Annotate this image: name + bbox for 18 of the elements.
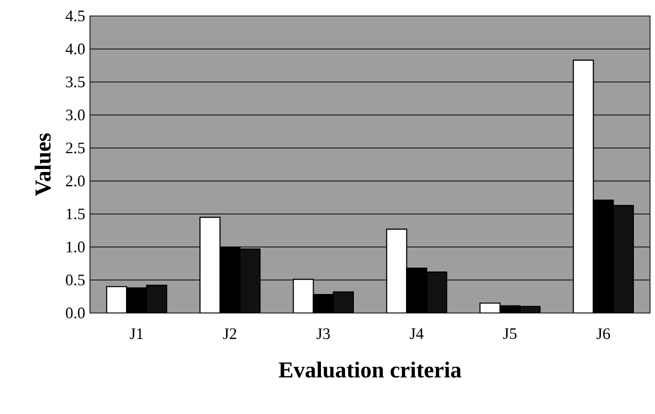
- y-tick-label: 0.5: [66, 274, 85, 286]
- y-axis-title: Values: [34, 133, 51, 196]
- x-tick-label: J6: [596, 328, 610, 340]
- y-tick-label: 2.0: [66, 176, 85, 186]
- x-tick-label: J1: [130, 328, 143, 340]
- x-tick-label: J2: [223, 328, 236, 340]
- y-tick-label: 1.0: [66, 242, 85, 252]
- x-tick-label: J3: [316, 328, 330, 340]
- x-tick-label: J5: [503, 328, 516, 339]
- y-tick-label: 0.0: [66, 308, 85, 318]
- x-axis-title: Evaluation criteria: [278, 362, 462, 378]
- y-tick-label: 1.5: [66, 208, 85, 220]
- y-tick-label: 3.0: [66, 110, 85, 120]
- y-tick-label: 4.0: [66, 44, 85, 54]
- y-tick-label: 4.5: [66, 10, 85, 22]
- y-tick-label: 2.5: [66, 142, 85, 154]
- y-tick-label: 3.5: [66, 76, 85, 88]
- x-tick-label: J4: [410, 328, 424, 340]
